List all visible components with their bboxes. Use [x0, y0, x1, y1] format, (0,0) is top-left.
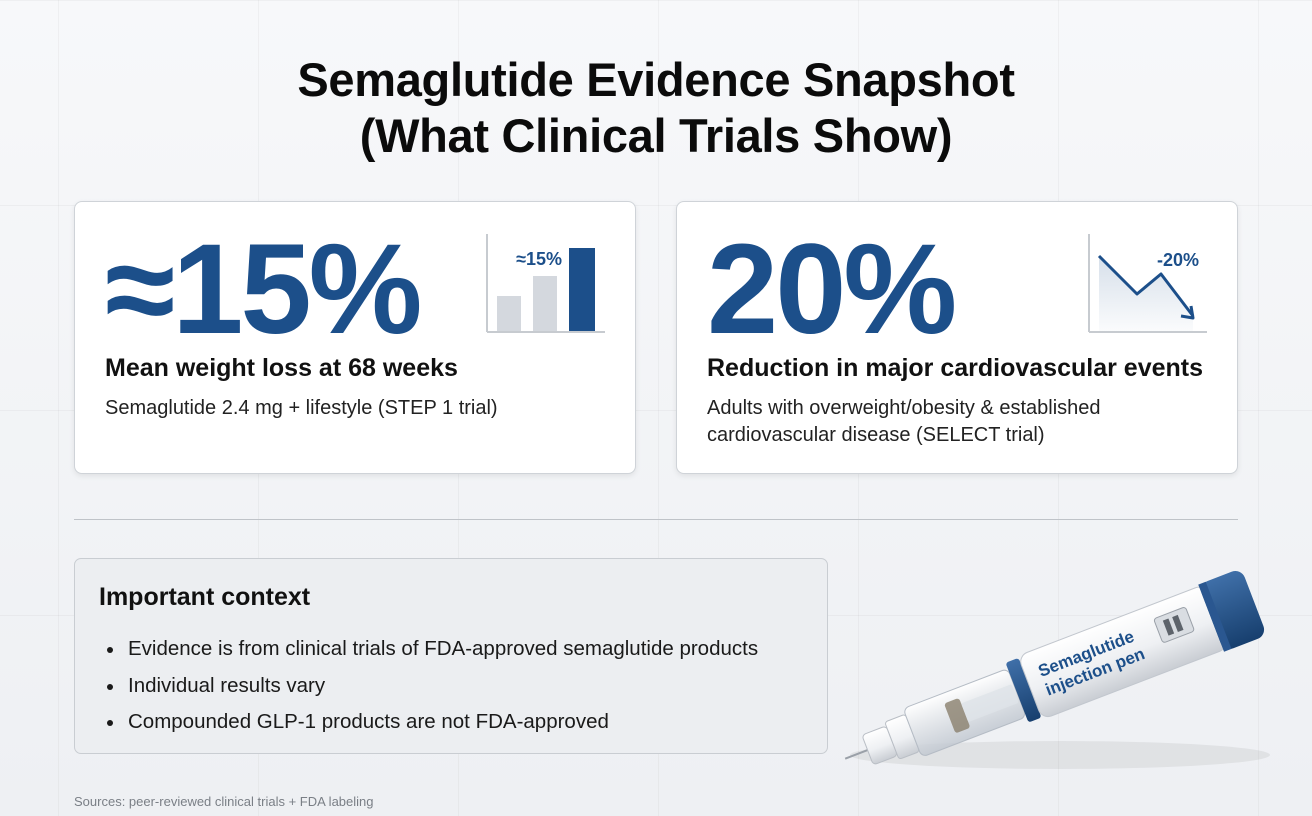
- cardiovascular-subtitle: Adults with overweight/obesity & establi…: [707, 397, 1101, 446]
- pen-dose-digit: [1162, 618, 1175, 636]
- trend-label: -20%: [1157, 250, 1199, 270]
- injection-pen-image: Semaglutide injection pen: [844, 571, 1270, 769]
- mini-bar-1: [497, 296, 521, 331]
- cardiovascular-stat: 20%: [707, 218, 957, 361]
- cardiovascular-card: 20% -20% Reduction in major cardiovascul…: [676, 201, 1238, 474]
- pen-needle: [844, 749, 868, 760]
- section-divider: [74, 519, 1238, 520]
- pen-plunger: [944, 698, 970, 733]
- mini-bar-3: [569, 248, 595, 331]
- weight-loss-heading: Mean weight loss at 68 weeks: [105, 354, 458, 382]
- page-title: Semaglutide Evidence Snapshot (What Clin…: [0, 52, 1312, 164]
- sources-footnote: Sources: peer-reviewed clinical trials +…: [74, 794, 374, 809]
- context-item: Compounded GLP-1 products are not FDA-ap…: [105, 704, 758, 741]
- context-title: Important context: [99, 583, 311, 611]
- context-list: Evidence is from clinical trials of FDA-…: [105, 631, 758, 741]
- title-line-2: (What Clinical Trials Show): [359, 109, 953, 162]
- context-item: Individual results vary: [105, 668, 758, 705]
- pen-rod: [961, 684, 1019, 722]
- trend-line: [1097, 254, 1195, 317]
- pen-dose-digit: [1172, 614, 1184, 633]
- pen-cap-edge: [1198, 581, 1232, 652]
- pen-dose-window: [1153, 607, 1195, 643]
- important-context-box: Important context Evidence is from clini…: [74, 558, 828, 754]
- trend-area: [1099, 256, 1193, 331]
- pen-blue-ring: [1006, 658, 1041, 722]
- weight-loss-stat: ≈15%: [105, 218, 422, 361]
- trend-down-icon: -20%: [1088, 234, 1207, 333]
- cardiovascular-heading: Reduction in major cardiovascular events: [707, 354, 1203, 382]
- pen-shadow: [850, 741, 1270, 769]
- weight-loss-subtitle: Semaglutide 2.4 mg + lifestyle (STEP 1 t…: [105, 397, 498, 419]
- mini-bar-2: [533, 276, 557, 331]
- trend-arrowhead: [1180, 305, 1195, 320]
- title-line-1: Semaglutide Evidence Snapshot: [297, 53, 1015, 106]
- bar-chart-icon: ≈15%: [486, 234, 605, 333]
- weight-loss-card: ≈15% ≈15% Mean weight loss at 68 weeks S…: [74, 201, 636, 474]
- mini-chart-label: ≈15%: [516, 249, 562, 269]
- context-item: Evidence is from clinical trials of FDA-…: [105, 631, 758, 668]
